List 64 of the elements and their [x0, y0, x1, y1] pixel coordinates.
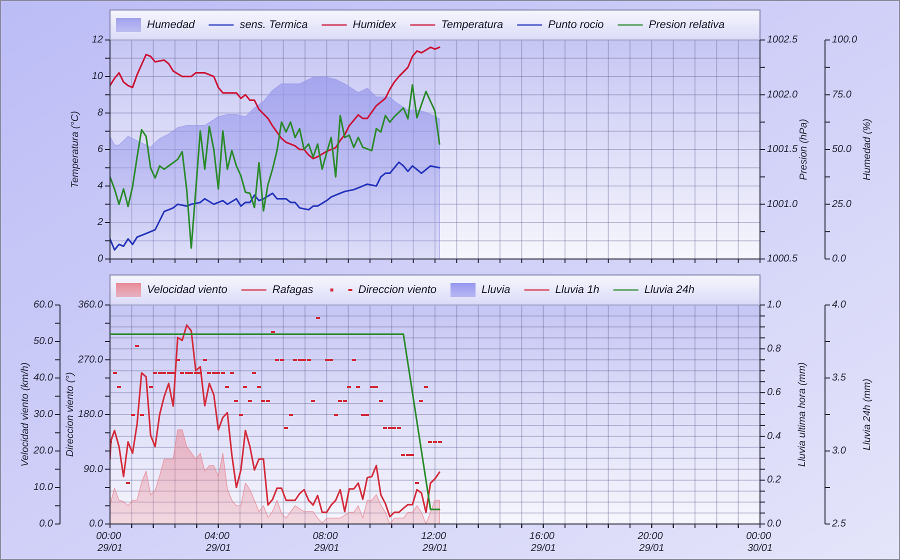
y3-tick-label: 60.0	[34, 300, 54, 310]
y3-tick-label: 50.0	[34, 336, 54, 347]
y-tick-label: 180.0	[78, 409, 104, 420]
y2-tick-label: 1002.5	[767, 34, 798, 46]
x-tick-label: 16:00 29/01	[529, 531, 556, 554]
y3-tick-label: 100.0	[832, 34, 858, 46]
y3-axis-title: Velocidad viento (km/h)	[20, 362, 31, 467]
y-axis-title: Lluvia 24h (mm)	[862, 378, 873, 450]
x-tick-label: 00:00 29/01	[96, 531, 123, 554]
y2-tick-label: 0.6	[767, 387, 782, 398]
y-tick-label: 0	[97, 254, 104, 264]
y-axis-title: Temperatura (°C)	[70, 111, 81, 188]
y-tick-label: 2.5	[831, 518, 846, 530]
legend-label: Lluvia 24h	[644, 284, 694, 296]
y-tick-label: 10	[92, 71, 104, 82]
legend-label: Humedad	[147, 19, 196, 31]
y2-axis-title: Presion (hPa)	[798, 118, 810, 180]
y-tick-label: 360.0	[78, 300, 104, 310]
y3-axis-title: Humedad (%)	[862, 118, 873, 180]
legend-label: Lluvia	[482, 284, 510, 296]
y-tick-label: 6	[97, 144, 104, 155]
legend-label: Rafagas	[272, 284, 314, 296]
y3-tick-label: 75.0	[832, 89, 852, 100]
y-tick-label: 3.0	[832, 446, 846, 456]
legend-label: Punto rocio	[548, 19, 604, 31]
x-tick-label: 04:00 29/01	[204, 531, 231, 554]
y-tick-label: 12	[92, 34, 104, 46]
y3-tick-label: 10.0	[34, 482, 54, 493]
y3-tick-label: 25.0	[831, 198, 852, 210]
y-tick-label: 2	[96, 217, 104, 228]
y-tick-label: 270.0	[76, 354, 104, 366]
x-tick-label: 00:00 30/01	[746, 531, 773, 554]
y-tick-label: 8	[97, 108, 104, 118]
y3-tick-label: 20.0	[32, 446, 54, 456]
y2-tick-label: 0.8	[767, 343, 782, 354]
y-tick-label: 4.0	[832, 300, 846, 310]
y-tick-label: 3.5	[832, 372, 846, 384]
y2-tick-label: 1.0	[767, 300, 782, 310]
x-tick-label: 08:00 29/01	[312, 531, 340, 554]
y3-tick-label: 50.0	[832, 144, 852, 155]
y2-tick-label: 1001.0	[767, 198, 798, 210]
legend-label: sens. Termica	[240, 19, 308, 31]
legend-label: Lluvia 1h	[555, 284, 600, 296]
x-tick-label: 12:00 29/01	[421, 531, 448, 554]
y2-tick-label: 0.0	[767, 518, 782, 530]
legend-label: Direccion viento	[358, 284, 437, 296]
y-axis-title: Direccion viento (°)	[64, 372, 76, 457]
y2-tick-label: 0.2	[767, 474, 782, 486]
y2-tick-label: 0.4	[767, 430, 782, 442]
y2-tick-label: 1001.5	[767, 144, 798, 155]
y3-tick-label: 40.0	[34, 372, 54, 384]
y2-tick-label: 1000.5	[767, 254, 798, 264]
legend-label: Presion relativa	[648, 19, 725, 31]
y-tick-label: 4	[97, 180, 104, 192]
y3-tick-label: 0.0	[39, 518, 54, 530]
legend-label: Velocidad viento	[147, 284, 228, 296]
y-tick-label: 90.0	[84, 464, 104, 475]
x-tick-label: 20:00 29/01	[636, 531, 664, 554]
legend-label: Temperatura	[441, 19, 504, 31]
y-tick-label: 0.0	[89, 518, 104, 530]
y3-tick-label: 30.0	[34, 409, 54, 420]
y2-tick-label: 1002.0	[767, 89, 798, 100]
legend-label: Humidex	[352, 19, 397, 31]
y2-axis-title: Lluvia ultima hora (mm)	[797, 362, 808, 467]
